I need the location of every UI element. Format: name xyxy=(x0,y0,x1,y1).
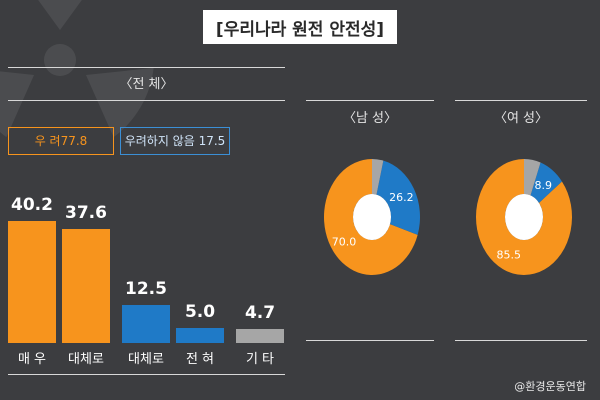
female-chart-title: 〈여 성〉 xyxy=(493,111,549,126)
female-donut-chart: 85.5 8.9 xyxy=(476,159,572,275)
divider-total-bottom xyxy=(8,374,285,375)
donut-label-0: 70.0 xyxy=(332,236,357,249)
male-donut-chart: 70.0 26.2 xyxy=(324,159,420,275)
male-chart-title: 〈남 성〉 xyxy=(342,111,398,126)
page-title: [우리나라 원전 안전성] xyxy=(203,10,397,44)
bar-4 xyxy=(236,329,284,343)
divider-female-top xyxy=(455,100,587,101)
bar-value-label-1: 37.6 xyxy=(65,203,107,223)
donut-slice-1 xyxy=(376,160,420,235)
donut-slice-1 xyxy=(530,162,562,203)
donut-slice-2 xyxy=(524,159,541,196)
group-label-concern: 우 려77.8 xyxy=(8,127,114,155)
bar-value-label-2: 12.5 xyxy=(125,279,167,299)
group-label-no-concern: 우려하지 않음 17.5 xyxy=(120,127,230,155)
divider-male-top xyxy=(306,100,434,101)
divider-female-bottom xyxy=(455,340,587,341)
bar-1 xyxy=(62,229,110,343)
divider-male-bottom xyxy=(306,340,434,341)
bar-value-label-0: 40.2 xyxy=(11,195,53,215)
donut-label-0: 85.5 xyxy=(497,249,522,262)
donut-label-1: 8.9 xyxy=(535,179,553,192)
bar-value-label-4: 4.7 xyxy=(244,303,276,323)
donut-label-1: 26.2 xyxy=(389,191,414,204)
donut-slice-0 xyxy=(476,159,572,275)
donut-slice-2 xyxy=(372,159,384,195)
bar-value-label-3: 5.0 xyxy=(184,302,216,322)
bar-category-label-2: 대체로 xyxy=(128,352,164,367)
donut-hole xyxy=(505,194,543,240)
donut-slice-0 xyxy=(324,159,418,275)
donut-hole xyxy=(353,194,391,240)
radiation-icon xyxy=(0,0,154,138)
bar-2 xyxy=(122,305,170,343)
bar-0 xyxy=(8,221,56,343)
source-credit: @환경운동연합 xyxy=(514,380,586,393)
divider-total-top xyxy=(8,67,285,68)
total-chart-title: 〈전 체〉 xyxy=(119,77,174,92)
bar-category-label-3: 전 혀 xyxy=(185,352,215,367)
bar-3 xyxy=(176,328,224,343)
bar-category-label-1: 대체로 xyxy=(68,352,104,367)
bar-category-label-0: 매 우 xyxy=(17,352,47,367)
bar-category-label-4: 기 타 xyxy=(245,352,275,367)
divider-total-mid xyxy=(8,100,285,101)
